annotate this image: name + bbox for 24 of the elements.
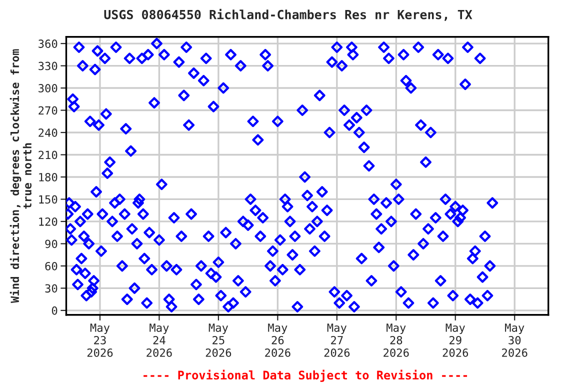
text: ---- Provisional Data Subject to Revision ---- xyxy=(144,370,468,382)
x-tick-label: May 25 2026 xyxy=(206,324,232,357)
y-tick-label: 0 xyxy=(52,306,58,315)
y-tick-label: 210 xyxy=(38,150,58,160)
y-tick-label: 90 xyxy=(45,240,58,248)
x-tick-label: May 26 2026 xyxy=(265,324,290,357)
y-tick-label: 150 xyxy=(39,195,58,204)
y-tick-label: 240 xyxy=(38,128,58,137)
y-tick-label: 30 xyxy=(45,284,58,293)
y-tick-label: 330 xyxy=(38,62,58,70)
x-tick-label: May 28 2026 xyxy=(384,324,409,357)
x-tick-label: May 30 2026 xyxy=(502,324,528,357)
x-tick-label: May 24 2026 xyxy=(146,324,172,357)
x-tick-label: May 27 2026 xyxy=(324,324,350,357)
y-tick-label: 180 xyxy=(39,172,58,182)
y-tick-label: 300 xyxy=(38,84,58,92)
y-tick-label: 360 xyxy=(38,40,58,48)
y-tick-label: 120 xyxy=(39,217,58,226)
x-tick-label: May 23 2026 xyxy=(87,324,113,357)
chart-title: USGS 08064550 Richland-Chambers Res nr Kerens, TX xyxy=(104,8,472,21)
y-tick-label: 60 xyxy=(45,262,58,270)
y-tick-label: 270 xyxy=(38,106,58,115)
x-tick-label: May 29 2026 xyxy=(442,324,468,357)
y-axis-title: Wind direction, degrees clockwise from true north xyxy=(10,49,32,303)
